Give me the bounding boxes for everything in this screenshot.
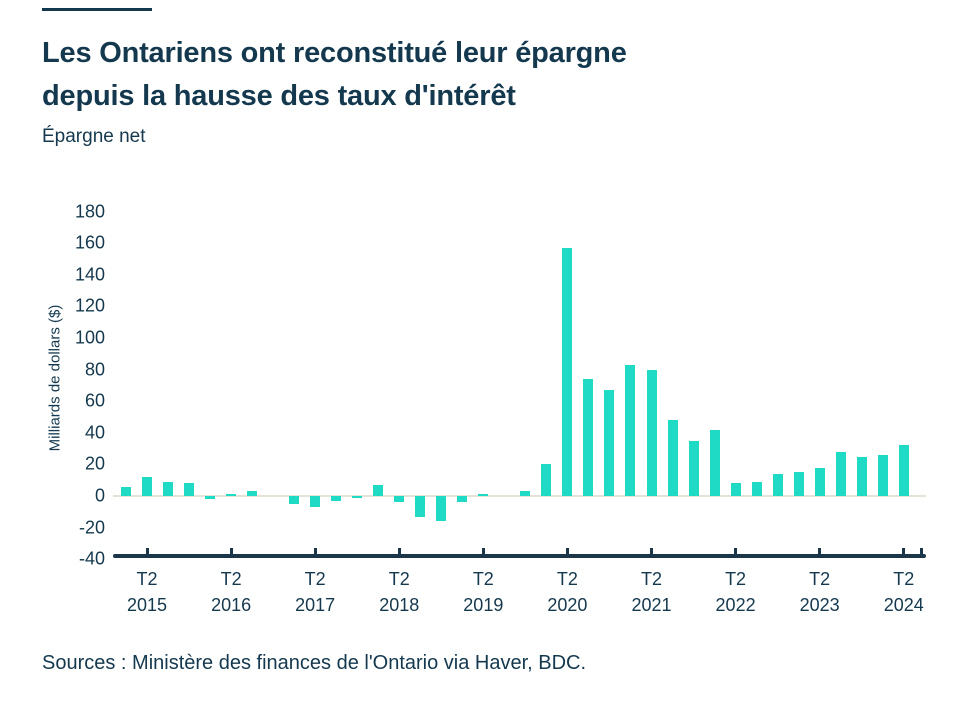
- x-tick-quarter: T2: [304, 569, 326, 589]
- bar-t2-2021: [646, 369, 657, 496]
- x-tick-year: 2018: [379, 595, 420, 615]
- x-tick-year: 2016: [211, 595, 252, 615]
- x-tick-quarter: T2: [893, 569, 915, 589]
- bar-t4-2021: [688, 440, 699, 496]
- bar-t2-2020: [562, 247, 573, 496]
- x-tick: [818, 548, 822, 554]
- bar-t3-2022: [751, 481, 762, 496]
- x-tick: [313, 548, 317, 554]
- bar-t1-2018: [373, 484, 384, 496]
- x-tick: [397, 548, 401, 554]
- y-tick-label: 60: [84, 390, 105, 411]
- chart-subtitle: Épargne net: [42, 126, 146, 147]
- bar-t1-2023: [793, 472, 804, 496]
- x-tick-label: T2 2021: [610, 566, 694, 618]
- bar-t4-2019: [520, 491, 531, 496]
- bar-t2-2017: [310, 496, 321, 508]
- bar-t4-2015: [184, 483, 195, 496]
- bar-t3-2016: [247, 491, 258, 496]
- x-tick-label: T2 2020: [525, 566, 609, 618]
- bar-t4-2017: [352, 496, 363, 498]
- bar-t3-2015: [163, 481, 174, 496]
- x-tick: [734, 548, 738, 554]
- x-tick-year: 2017: [295, 595, 336, 615]
- bar-t3-2018: [415, 496, 426, 517]
- bar-t2-2022: [730, 483, 741, 496]
- x-tick: [650, 548, 653, 554]
- bar-t1-2016: [205, 496, 216, 500]
- bar-t1-2015: [121, 486, 131, 496]
- title-line-2: depuis la hausse des taux d'intérêt: [42, 80, 516, 112]
- x-tick-label: T2 2018: [357, 566, 441, 618]
- x-tick-quarter: T2: [640, 569, 662, 589]
- y-tick-label: 180: [74, 201, 105, 222]
- x-tick: [229, 548, 233, 554]
- bar-t1-2020: [541, 464, 552, 496]
- bar-t1-2017: [289, 496, 300, 504]
- bar-t4-2018: [436, 496, 447, 522]
- x-axis-line: [113, 554, 926, 558]
- bar-t1-2024: [877, 454, 888, 496]
- y-tick-label: 120: [74, 295, 105, 316]
- y-tick-label: 160: [74, 232, 105, 253]
- x-tick-year: 2015: [126, 595, 168, 615]
- x-tick-label: T2 2016: [189, 566, 273, 618]
- x-tick: [481, 548, 485, 554]
- x-tick-year: 2024: [883, 595, 924, 615]
- title-line-1: Les Ontariens ont reconstitué leur éparg…: [42, 37, 627, 69]
- x-tick: [145, 548, 149, 554]
- bar-t2-2015: [142, 477, 153, 496]
- source-caption: Sources : Ministère des finances de l'On…: [42, 652, 587, 674]
- x-tick-quarter: T2: [472, 569, 494, 589]
- bar-t2-2023: [814, 467, 825, 496]
- bar-t1-2019: [457, 496, 468, 503]
- x-tick-year: 2020: [547, 595, 588, 615]
- x-tick-year: 2023: [799, 595, 840, 615]
- bar-t1-2022: [709, 429, 720, 496]
- bar-t4-2022: [772, 473, 783, 496]
- x-tick-label: T2 2015: [105, 566, 189, 618]
- x-tick-label: T2 2022: [694, 566, 778, 618]
- x-tick-label: T2 2024: [862, 566, 946, 618]
- bar-t3-2021: [667, 420, 678, 496]
- x-tick-quarter: T2: [136, 569, 158, 589]
- bar-t2-2016: [226, 494, 237, 496]
- x-axis-end-tick: [920, 548, 923, 554]
- x-tick-year: 2021: [631, 595, 672, 615]
- x-tick-quarter: T2: [388, 569, 410, 589]
- y-tick-label: 140: [74, 264, 105, 285]
- accent-line: [42, 8, 152, 11]
- x-tick-year: 2022: [715, 595, 756, 615]
- x-tick: [902, 548, 906, 554]
- y-tick-label: 40: [84, 422, 105, 443]
- x-tick: [565, 548, 569, 554]
- bar-t2-2024: [898, 445, 909, 496]
- x-tick-year: 2019: [463, 595, 504, 615]
- bar-t3-2023: [835, 451, 846, 496]
- x-tick-label: T2 2023: [778, 566, 862, 618]
- x-tick-label: T2 2019: [441, 566, 525, 618]
- y-tick-label: 20: [84, 453, 105, 474]
- bar-t1-2021: [625, 364, 636, 496]
- y-tick-label: -40: [78, 548, 105, 569]
- page-title: Les Ontariens ont reconstitué leur éparg…: [42, 32, 802, 118]
- bar-t3-2020: [583, 379, 594, 496]
- bar-t3-2017: [331, 496, 342, 501]
- zero-gridline: [113, 495, 926, 497]
- x-tick-quarter: T2: [809, 569, 831, 589]
- bar-t4-2020: [604, 390, 615, 496]
- bar-t2-2019: [478, 494, 489, 496]
- y-tick-label: 80: [84, 359, 105, 380]
- y-tick-label: -20: [78, 517, 105, 538]
- x-tick-quarter: T2: [556, 569, 578, 589]
- x-tick-label: T2 2017: [273, 566, 357, 618]
- x-tick-quarter: T2: [725, 569, 747, 589]
- y-tick-label: 100: [74, 327, 105, 348]
- bar-t4-2023: [856, 456, 867, 496]
- bar-t2-2018: [394, 496, 405, 503]
- y-tick-label: 0: [94, 485, 105, 506]
- x-tick-quarter: T2: [220, 569, 242, 589]
